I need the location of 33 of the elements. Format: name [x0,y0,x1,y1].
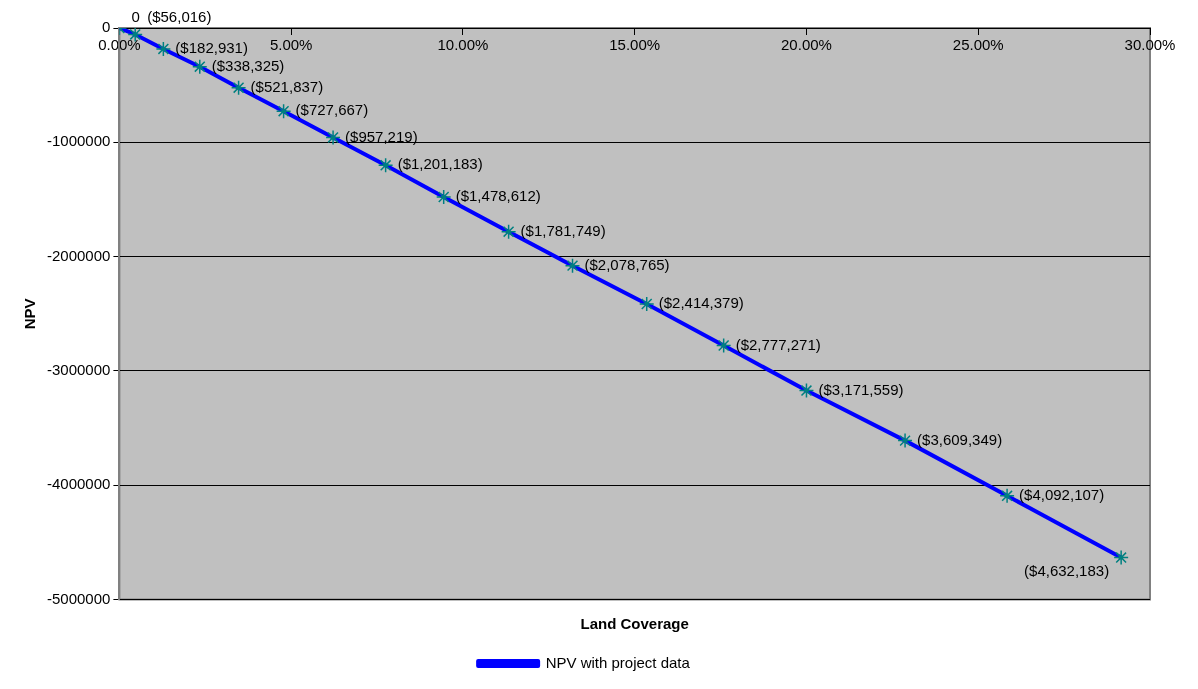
x-tick-label: 10.00% [437,36,489,54]
data-label: ($56,016) [147,8,212,26]
x-tick-label: 0.00% [98,36,141,54]
data-label: ($3,171,559) [818,380,904,398]
data-label: 0 [131,8,140,26]
data-label: ($4,092,107) [1019,485,1105,503]
data-label: ($1,478,612) [455,187,541,205]
y-axis-title: NPV [21,298,39,330]
data-label: ($182,931) [175,39,248,57]
y-tick-label: -5000000 [46,589,111,607]
x-tick-label: 25.00% [952,36,1004,54]
data-label: ($2,777,271) [735,335,821,353]
x-axis-title: Land Coverage [580,614,689,632]
data-label: ($2,078,765) [584,255,670,273]
x-tick-label: 5.00% [269,36,313,54]
y-tick-label: -2000000 [46,246,111,264]
data-label: ($727,667) [295,101,369,119]
x-tick-label: 30.00% [1124,36,1176,54]
y-tick-label: -4000000 [46,475,111,493]
data-label: ($2,414,379) [658,294,744,312]
data-label: ($338,325) [211,56,285,74]
data-label: ($957,219) [345,127,418,145]
x-tick-label: 15.00% [609,36,661,54]
data-label: ($3,609,349) [917,430,1003,448]
data-label: ($521,837) [250,77,324,95]
legend-label: NPV with project data [545,653,691,671]
y-tick-label: -3000000 [46,361,111,379]
data-label: ($1,201,183) [397,155,483,173]
y-tick-label: 0 [102,18,111,36]
data-label: ($1,781,749) [520,221,606,239]
y-tick-label: -1000000 [46,132,111,150]
data-label: ($4,632,183) [1024,561,1110,579]
x-tick-label: 20.00% [781,36,832,54]
